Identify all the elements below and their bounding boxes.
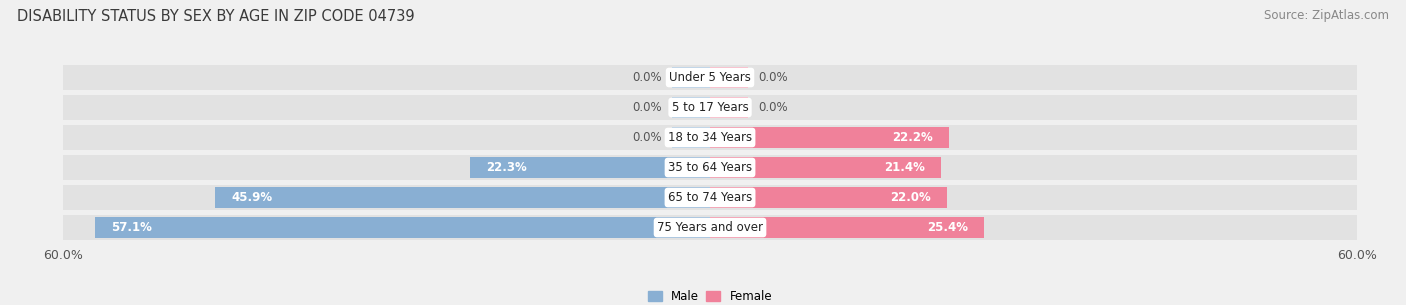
Text: 0.0%: 0.0% [759, 101, 789, 114]
Bar [63, 95, 1357, 120]
Legend: Male, Female: Male, Female [643, 285, 778, 305]
Bar [710, 187, 948, 208]
Text: 35 to 64 Years: 35 to 64 Years [668, 161, 752, 174]
Text: 25.4%: 25.4% [927, 221, 967, 234]
Text: 5 to 17 Years: 5 to 17 Years [672, 101, 748, 114]
Bar [470, 157, 710, 178]
Text: 65 to 74 Years: 65 to 74 Years [668, 191, 752, 204]
Bar [63, 155, 1357, 180]
Bar [63, 215, 1357, 240]
Text: 75 Years and over: 75 Years and over [657, 221, 763, 234]
Bar [710, 67, 748, 88]
Bar [672, 97, 710, 118]
Text: 0.0%: 0.0% [631, 71, 661, 84]
Bar [63, 125, 1357, 150]
Bar [710, 157, 941, 178]
Bar [710, 97, 748, 118]
Text: 0.0%: 0.0% [631, 101, 661, 114]
Text: 45.9%: 45.9% [232, 191, 273, 204]
Bar [710, 217, 984, 238]
Text: 22.2%: 22.2% [893, 131, 934, 144]
Bar [215, 187, 710, 208]
Text: Source: ZipAtlas.com: Source: ZipAtlas.com [1264, 9, 1389, 22]
Text: 0.0%: 0.0% [759, 71, 789, 84]
Text: 57.1%: 57.1% [111, 221, 152, 234]
Bar [63, 65, 1357, 90]
Bar [672, 127, 710, 148]
Text: 21.4%: 21.4% [883, 161, 925, 174]
Bar [63, 185, 1357, 210]
Text: 22.3%: 22.3% [486, 161, 527, 174]
Text: 18 to 34 Years: 18 to 34 Years [668, 131, 752, 144]
Text: Under 5 Years: Under 5 Years [669, 71, 751, 84]
Bar [94, 217, 710, 238]
Text: 22.0%: 22.0% [890, 191, 931, 204]
Bar [710, 127, 949, 148]
Text: 0.0%: 0.0% [631, 131, 661, 144]
Bar [672, 67, 710, 88]
Text: DISABILITY STATUS BY SEX BY AGE IN ZIP CODE 04739: DISABILITY STATUS BY SEX BY AGE IN ZIP C… [17, 9, 415, 24]
